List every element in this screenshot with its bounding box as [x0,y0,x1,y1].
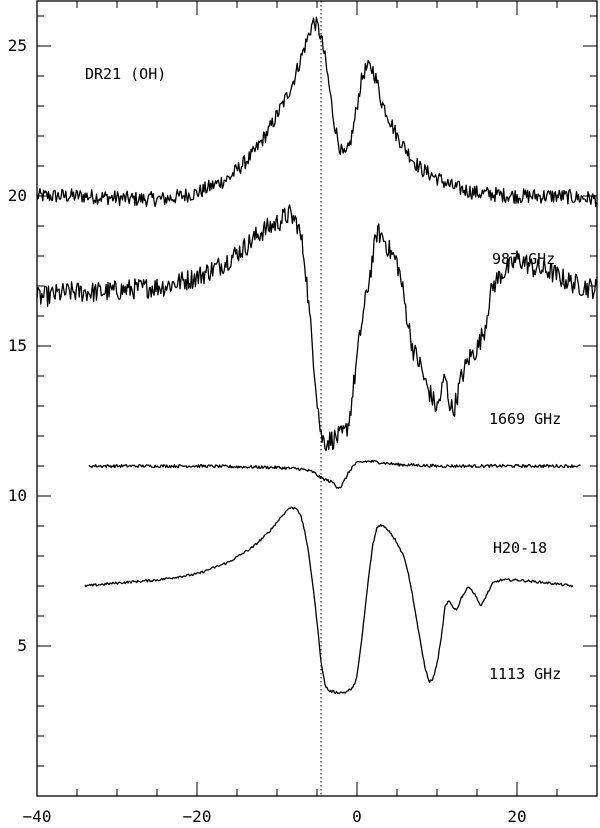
x-tick-label: −40 [23,807,52,826]
axis-tick-labels: −40 −20 0 20 5 10 15 20 25 [8,36,527,826]
y-tick-label: 10 [8,486,27,505]
series-label-987-ghz: 987 GHz [492,250,555,268]
series-label-1669-ghz: 1669 GHz [489,410,561,428]
data-series [36,16,598,695]
x-tick-label: −20 [183,807,212,826]
y-tick-label: 25 [8,36,27,55]
y-tick-label: 5 [17,636,27,655]
series-line-1 [36,204,598,452]
y-tick-label: 15 [8,336,27,355]
x-tick-label: 0 [352,807,362,826]
series-label-h20-18: H20-18 [493,539,547,557]
chart-title: DR21 (OH) [85,65,166,83]
series-label-1113-ghz: 1113 GHz [489,665,561,683]
series-line-2 [88,459,581,489]
y-tick-label: 20 [8,186,27,205]
series-line-3 [84,506,574,695]
x-tick-label: 20 [507,807,526,826]
series-line-0 [36,16,598,208]
axis-ticks [36,1,598,796]
